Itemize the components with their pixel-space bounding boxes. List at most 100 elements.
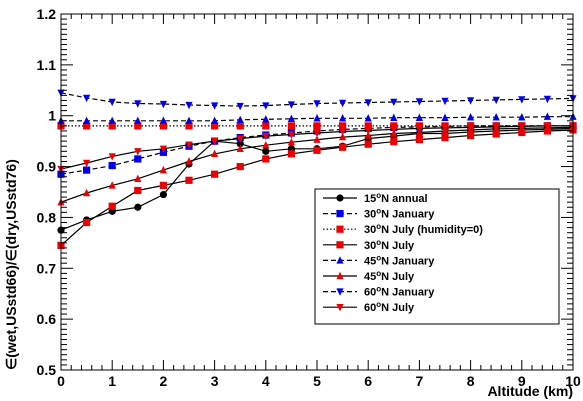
x-axis-title: Altitude (km): [487, 383, 573, 399]
data-point: [287, 150, 295, 158]
data-point: [262, 147, 270, 155]
data-point: [236, 144, 244, 152]
legend-marker-swatch: [336, 241, 344, 249]
legend-label: 30oN January: [364, 207, 435, 221]
data-point: [313, 129, 321, 138]
data-point: [339, 99, 347, 108]
data-point: [134, 186, 142, 195]
data-point: [390, 122, 398, 130]
data-point: [262, 102, 270, 110]
data-point: [390, 98, 398, 107]
data-point: [83, 94, 91, 103]
data-point: [159, 100, 167, 109]
data-point: [262, 155, 270, 163]
data-point: [518, 123, 526, 131]
data-point: [313, 135, 321, 143]
data-point: [134, 116, 142, 124]
series-45-n-january: [57, 112, 577, 124]
data-point: [262, 115, 270, 123]
data-point: [390, 113, 398, 121]
data-point: [211, 122, 219, 130]
data-point: [339, 132, 347, 141]
data-point: [211, 116, 219, 124]
data-point: [364, 140, 372, 148]
x-tick-label: 3: [211, 373, 219, 389]
plot-frame: [60, 13, 574, 371]
data-point: [211, 149, 219, 158]
data-point: [211, 170, 219, 178]
data-point: [364, 99, 372, 107]
data-point: [415, 136, 423, 144]
y-tick-label: 0.5: [37, 362, 57, 378]
data-point: [159, 122, 167, 130]
data-point: [415, 125, 423, 133]
legend-entry: 15oN annual: [323, 191, 428, 205]
data-point: [83, 159, 91, 168]
legend-entry: 30oN January: [323, 207, 435, 221]
data-point: [159, 190, 167, 199]
data-point: [185, 116, 193, 124]
data-point: [108, 153, 116, 161]
data-point: [441, 97, 449, 106]
x-tick-label: 1: [108, 373, 116, 389]
legend-marker-swatch: [336, 225, 344, 233]
data-point: [134, 100, 142, 108]
x-tick-label: 4: [262, 373, 270, 389]
data-point: [287, 122, 295, 130]
data-point: [339, 122, 347, 130]
data-point: [108, 116, 116, 124]
data-point: [83, 116, 91, 124]
x-tick-label: 9: [518, 373, 526, 389]
data-point: [441, 124, 449, 133]
legend-label: 45oN July: [364, 269, 415, 283]
data-point: [313, 146, 321, 154]
y-axis-title: ∈(wet,USstd66)/∈(dry,USstd76): [3, 159, 19, 370]
data-point: [211, 137, 219, 146]
data-point: [134, 155, 142, 163]
data-point: [543, 122, 551, 131]
legend-label: 60oN January: [364, 285, 435, 299]
data-point: [441, 113, 449, 121]
data-point: [518, 96, 526, 104]
data-point: [159, 116, 167, 124]
data-point: [159, 181, 167, 189]
data-point: [287, 131, 295, 139]
data-point: [185, 141, 193, 149]
data-point: [236, 135, 244, 143]
legend-entry: 45oN July: [323, 269, 415, 283]
data-point: [83, 166, 91, 174]
legend-entry: 60oN January: [323, 285, 435, 299]
data-point: [390, 138, 398, 146]
data-point: [159, 145, 167, 153]
data-point: [134, 122, 142, 130]
data-point: [159, 165, 167, 174]
data-point: [364, 114, 372, 122]
data-point: [236, 115, 244, 123]
legend-entry: 45oN January: [323, 253, 435, 267]
legend-marker-swatch: [336, 256, 344, 264]
legend-label: 15oN annual: [364, 191, 428, 205]
legend-marker-swatch: [336, 210, 344, 218]
x-tick-label: 10: [565, 373, 581, 389]
data-point: [83, 122, 91, 130]
data-point: [108, 161, 116, 170]
y-tick-label: 0.7: [37, 260, 57, 276]
data-point: [83, 188, 91, 197]
y-tick-label: 0.8: [37, 209, 57, 225]
data-point: [364, 131, 372, 139]
data-point: [364, 122, 372, 130]
legend-entry: 30oN July: [323, 238, 415, 252]
legend-box: [314, 188, 560, 325]
legend-marker-swatch: [336, 288, 344, 296]
legend-marker-swatch: [336, 194, 344, 202]
data-point: [262, 141, 270, 149]
data-point: [492, 96, 500, 105]
series-60-n-january: [57, 89, 577, 111]
legend-entry: 60oN July: [323, 300, 415, 314]
data-point: [287, 137, 295, 146]
legend-marker-swatch: [336, 271, 344, 280]
data-point: [467, 113, 475, 121]
data-point: [415, 98, 423, 106]
